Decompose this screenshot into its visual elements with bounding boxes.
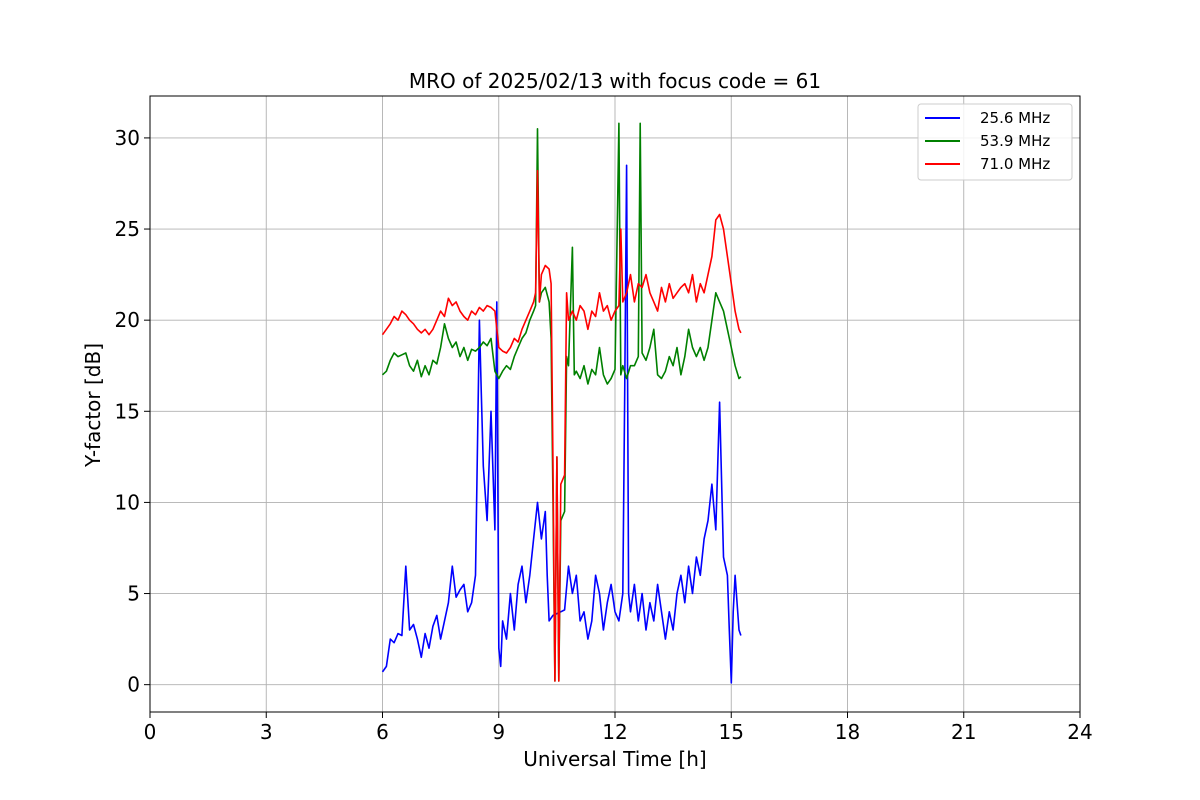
legend-entries: 25.6 MHz 53.9 MHz 71.0 MHz (925, 109, 1050, 173)
x-tick-label: 15 (719, 720, 744, 744)
y-tick-label: 30 (115, 126, 140, 150)
x-axis-label: Universal Time [h] (523, 747, 706, 771)
y-tick-label: 0 (127, 673, 140, 697)
legend-label: 25.6 MHz (980, 109, 1050, 127)
legend: 25.6 MHz 53.9 MHz 71.0 MHz (917, 103, 1073, 181)
y-tick-label: 20 (115, 308, 140, 332)
x-tick-label: 12 (602, 720, 627, 744)
x-tick-label: 18 (835, 720, 860, 744)
y-tick-label: 10 (115, 490, 140, 514)
plot-series (381, 122, 742, 684)
legend-frame (917, 103, 1073, 181)
x-tick-label: 6 (376, 720, 389, 744)
x-axis-ticks: 0 3 6 9 12 15 18 21 24 (144, 712, 1093, 744)
y-tick-label: 15 (115, 399, 140, 423)
legend-label: 71.0 MHz (980, 155, 1050, 173)
x-tick-label: 24 (1067, 720, 1092, 744)
x-tick-label: 9 (492, 720, 505, 744)
x-tick-label: 0 (144, 720, 157, 744)
legend-label: 53.9 MHz (980, 132, 1050, 150)
y-axis-label: Y-factor [dB] (81, 343, 105, 468)
chart-title: MRO of 2025/02/13 with focus code = 61 (409, 69, 821, 93)
y-tick-label: 5 (127, 582, 140, 606)
y-axis-ticks: 0 5 10 15 20 25 30 (115, 126, 150, 697)
y-tick-label: 25 (115, 217, 140, 241)
x-tick-label: 21 (951, 720, 976, 744)
series-line-1 (381, 164, 742, 684)
series-line-3 (381, 169, 742, 682)
x-tick-label: 3 (260, 720, 273, 744)
